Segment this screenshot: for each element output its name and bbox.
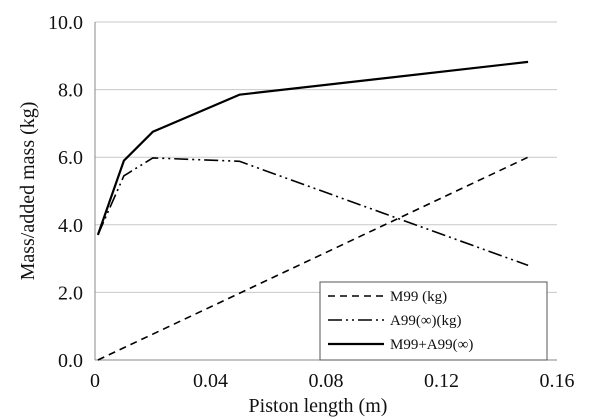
series-group bbox=[96, 60, 529, 361]
legend: M99 (kg) A99(∞)(kg) M99+A99(∞) bbox=[319, 281, 548, 361]
legend-label: M99+A99(∞) bbox=[390, 337, 473, 353]
y-tick-label: 0.0 bbox=[58, 350, 83, 372]
x-tick-label: 0 bbox=[90, 370, 100, 392]
y-tick-label: 10.0 bbox=[48, 12, 83, 34]
y-tick-label: 4.0 bbox=[58, 215, 83, 237]
series-line-2 bbox=[97, 157, 529, 267]
x-tick-label: 0.16 bbox=[540, 370, 575, 392]
legend-label: M99 (kg) bbox=[390, 289, 447, 305]
y-tick-label: 8.0 bbox=[58, 80, 83, 102]
x-tick-label: 0.12 bbox=[424, 370, 459, 392]
y-tick-label: 2.0 bbox=[58, 282, 83, 304]
legend-label: A99(∞)(kg) bbox=[390, 313, 462, 329]
tick-labels: 0.0 2.0 4.0 6.0 8.0 10.0 0 0.04 0.08 0.12 0.16 bbox=[48, 12, 575, 392]
legend-box bbox=[319, 281, 548, 361]
x-tick-label: 0.04 bbox=[193, 370, 228, 392]
y-axis-title: Mass/added mass (kg) bbox=[17, 102, 39, 281]
x-tick-label: 0.08 bbox=[309, 370, 344, 392]
series-line-3 bbox=[96, 60, 529, 236]
x-axis-title: Piston length (m) bbox=[249, 395, 388, 417]
y-tick-label: 6.0 bbox=[58, 147, 83, 169]
series-line-1 bbox=[97, 156, 529, 361]
